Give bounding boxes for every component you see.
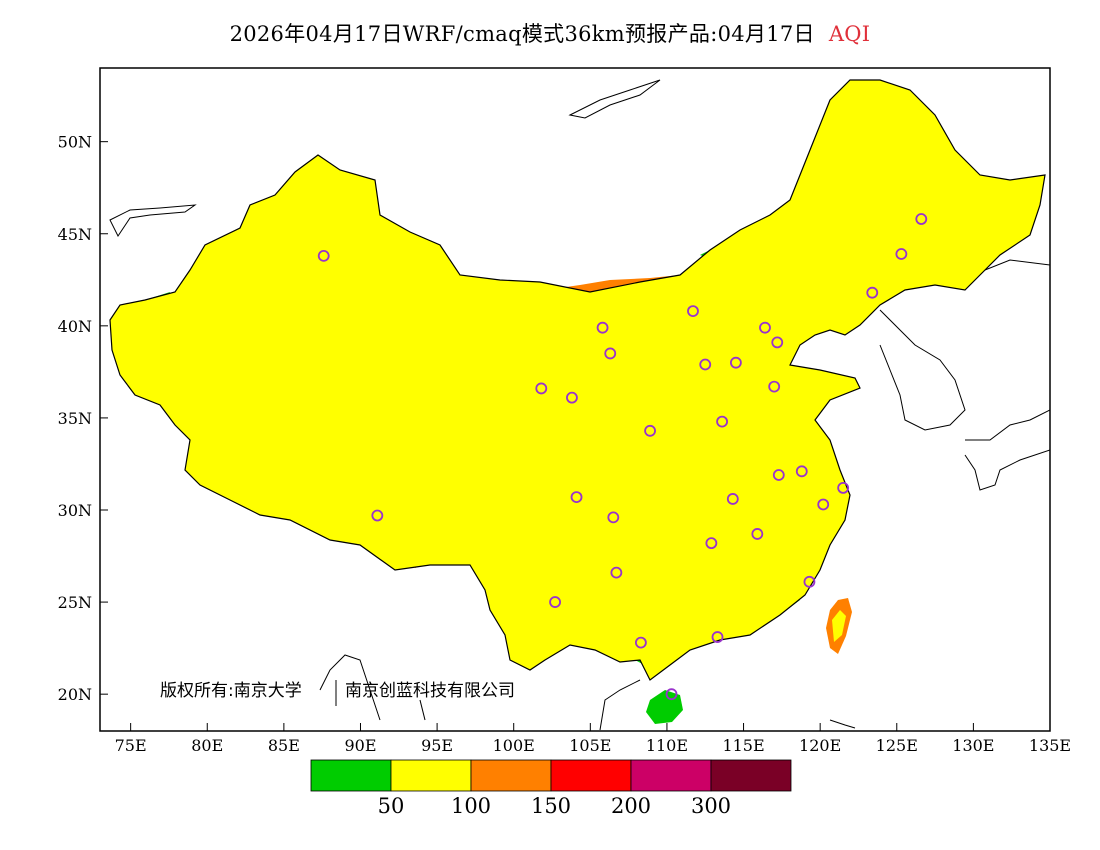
y-tick-label: 45N bbox=[58, 225, 92, 244]
station-marker bbox=[711, 631, 724, 643]
x-tick-label: 135E bbox=[1029, 736, 1071, 755]
good-hainan bbox=[646, 690, 683, 724]
x-tick-label: 105E bbox=[569, 736, 611, 755]
station-marker bbox=[705, 537, 718, 550]
station-marker bbox=[866, 286, 879, 299]
station-marker bbox=[771, 336, 784, 349]
x-axis: 75E 80E 85E 90E 95E 100E 105E 110E 115E 120E 125E 1… bbox=[115, 723, 1071, 755]
station-marker bbox=[549, 596, 561, 608]
station-marker bbox=[687, 305, 699, 318]
title-variable: AQI bbox=[828, 22, 871, 46]
map-content: 版权所有:南京大学 南京创蓝科技有限公司 bbox=[109, 79, 1050, 731]
station-marker bbox=[817, 498, 830, 511]
station-marker bbox=[751, 528, 764, 540]
foreign-coastlines bbox=[109, 79, 1050, 731]
aqi-legend: 50 100 150 200 300 bbox=[310, 759, 792, 818]
y-tick-label: 50N bbox=[58, 133, 92, 152]
taiwan-yellow bbox=[832, 610, 846, 642]
station-marker bbox=[371, 509, 384, 522]
station-marker bbox=[768, 380, 781, 393]
x-tick-label: 75E bbox=[115, 736, 147, 755]
station-marker bbox=[566, 391, 578, 404]
station-marker bbox=[634, 636, 647, 649]
station-marker bbox=[535, 382, 548, 395]
title-main: 2026年04月17日WRF/cmaq模式36km预报产品:04月17日 bbox=[229, 22, 815, 46]
station-marker bbox=[915, 213, 928, 225]
legend-label: 50 bbox=[378, 794, 405, 818]
station-marker bbox=[895, 248, 908, 260]
y-axis: 20N 25N 30N 35N 40N 45N 50N bbox=[58, 133, 108, 704]
station-marker bbox=[644, 424, 656, 437]
x-tick-label: 130E bbox=[952, 736, 994, 755]
legend-label: 200 bbox=[611, 794, 651, 818]
legend-swatch bbox=[470, 759, 552, 792]
station-marker bbox=[596, 321, 609, 334]
x-tick-label: 125E bbox=[876, 736, 918, 755]
station-marker bbox=[317, 249, 330, 262]
station-marker bbox=[665, 688, 678, 701]
copyright-right: 南京创蓝科技有限公司 bbox=[345, 681, 515, 701]
station-marker bbox=[726, 493, 739, 505]
station-marker bbox=[729, 356, 742, 369]
station-marker bbox=[699, 358, 712, 371]
legend-swatch bbox=[710, 759, 792, 792]
x-tick-label: 80E bbox=[191, 736, 223, 755]
legend-label: 300 bbox=[691, 794, 731, 818]
legend-label: 150 bbox=[531, 794, 571, 818]
legend-swatch bbox=[550, 759, 632, 792]
station-marker bbox=[604, 347, 617, 360]
station-marker bbox=[759, 321, 771, 334]
x-tick-label: 90E bbox=[344, 736, 376, 755]
y-tick-label: 30N bbox=[58, 501, 92, 520]
station-marker bbox=[795, 465, 808, 478]
y-tick-label: 35N bbox=[58, 409, 92, 428]
station-marker bbox=[716, 415, 728, 428]
legend-swatch bbox=[390, 759, 472, 792]
station-marker bbox=[570, 491, 583, 504]
station-marker bbox=[772, 469, 785, 481]
x-tick-label: 115E bbox=[722, 736, 764, 755]
station-marker bbox=[837, 481, 850, 494]
x-tick-label: 120E bbox=[799, 736, 841, 755]
copyright-left: 版权所有:南京大学 bbox=[160, 681, 302, 701]
x-tick-label: 95E bbox=[421, 736, 453, 755]
x-tick-label: 85E bbox=[268, 736, 300, 755]
legend-label: 100 bbox=[451, 794, 491, 818]
map-title: 2026年04月17日WRF/cmaq模式36km预报产品:04月17日 AQI bbox=[0, 18, 1100, 48]
station-marker bbox=[610, 566, 623, 579]
legend-swatch bbox=[310, 759, 392, 792]
station-markers bbox=[317, 213, 928, 701]
x-tick-label: 110E bbox=[646, 736, 688, 755]
legend-swatch bbox=[630, 759, 712, 792]
map-frame bbox=[99, 67, 1051, 732]
station-marker bbox=[607, 511, 620, 524]
y-tick-label: 20N bbox=[58, 685, 92, 704]
y-tick-label: 40N bbox=[58, 317, 92, 336]
station-marker bbox=[803, 575, 816, 588]
x-tick-label: 100E bbox=[493, 736, 535, 755]
y-tick-label: 25N bbox=[58, 593, 92, 612]
